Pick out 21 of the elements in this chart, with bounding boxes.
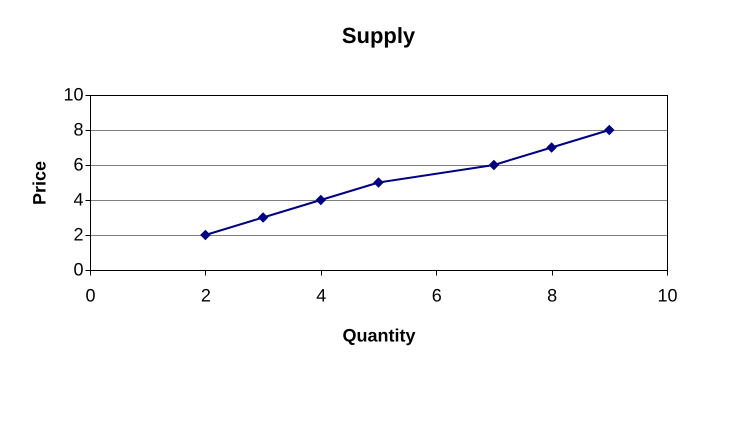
chart-title: Supply [342,23,416,48]
point [200,230,211,240]
point [488,160,500,170]
point [258,212,268,223]
x-tick-label: 4 [316,286,326,306]
x-tick-label: 10 [657,286,678,306]
y-tick-label: 4 [73,190,84,210]
x-axis-title: Quantity [342,326,416,346]
point [604,124,615,136]
y-tick-label: 8 [73,120,84,140]
x-tick-label: 8 [547,286,558,306]
y-tick-label: 6 [73,154,84,174]
y-tick-label: 0 [73,260,84,280]
x-tick-label: 2 [200,286,211,306]
x-tick-label: 6 [432,286,442,306]
point [546,142,557,153]
y-tick-label: 10 [63,84,84,104]
y-axis-title: Price [29,160,50,206]
point [373,177,384,188]
point [316,194,326,206]
y-tick-label: 2 [73,224,84,244]
